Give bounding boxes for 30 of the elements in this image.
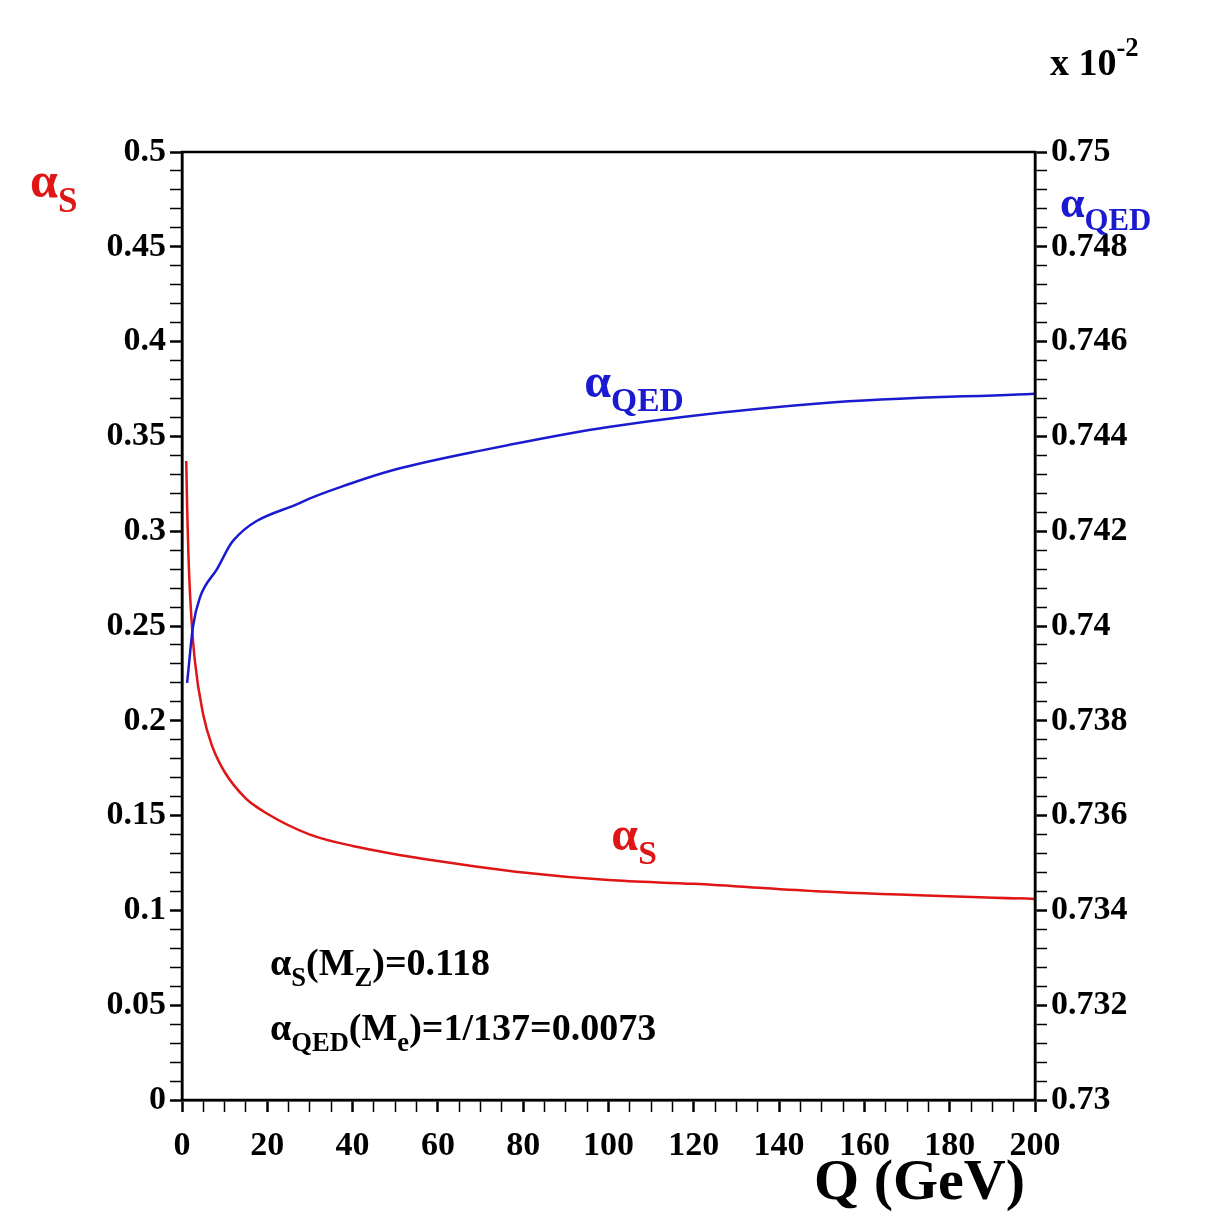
- y2-tick-label: 0.746: [1051, 320, 1128, 358]
- x-tick-label: 20: [250, 1125, 285, 1163]
- x-tick-label: 120: [668, 1125, 720, 1163]
- y2-tick-label: 0.74: [1051, 604, 1111, 642]
- x-tick-label: 80: [506, 1125, 541, 1163]
- y-tick-label: 0: [149, 1078, 166, 1116]
- x-tick-label: 100: [583, 1125, 634, 1163]
- y2-tick-label: 0.732: [1051, 983, 1128, 1021]
- y2-tick-label: 0.736: [1051, 794, 1128, 832]
- y2-tick-label: 0.744: [1051, 415, 1128, 453]
- y-tick-label: 0.35: [106, 415, 166, 453]
- y-tick-label: 0.3: [123, 509, 166, 547]
- x-tick-label: 0: [173, 1125, 191, 1163]
- y2-tick-label: 0.742: [1051, 509, 1128, 547]
- x-tick-label: 140: [753, 1125, 805, 1163]
- y2-tick-label: 0.73: [1051, 1078, 1111, 1116]
- y-tick-label: 0.25: [106, 604, 166, 642]
- y-tick-label: 0.5: [123, 130, 166, 168]
- y2-tick-label: 0.734: [1051, 889, 1128, 927]
- y-tick-label: 0.2: [123, 699, 166, 737]
- y-tick-label: 0.4: [123, 320, 166, 358]
- y-tick-label: 0.05: [106, 983, 166, 1021]
- x-tick-label: 60: [420, 1125, 455, 1163]
- y2-tick-label: 0.75: [1051, 130, 1111, 168]
- y-tick-label: 0.15: [106, 794, 166, 832]
- x-tick-label: 40: [335, 1125, 370, 1163]
- y2-tick-label: 0.738: [1051, 699, 1128, 737]
- line-series: [185, 459, 1035, 901]
- y-tick-label: 0.45: [106, 225, 166, 263]
- y-tick-label: 0.1: [123, 889, 166, 927]
